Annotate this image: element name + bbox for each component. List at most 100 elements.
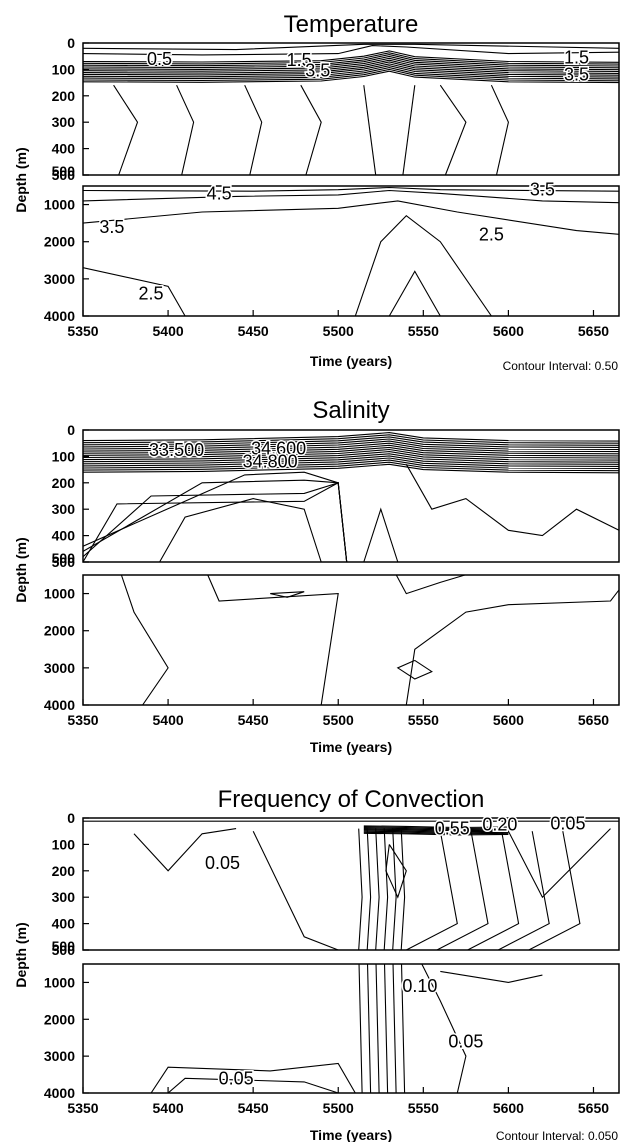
contour-line: [83, 50, 619, 63]
contour-line: [83, 453, 619, 463]
contour-line: [83, 444, 619, 455]
contour-line: [83, 52, 619, 65]
contour-label: 34.600: [251, 438, 306, 458]
y-tick-label: 0: [67, 422, 75, 438]
contour-line: [116, 561, 169, 705]
contour-line: [83, 61, 619, 74]
contour-line: [405, 464, 619, 537]
y-tick-label: 4000: [44, 1085, 75, 1101]
contour-line: [396, 659, 433, 680]
contour-line: [363, 828, 509, 832]
contour-label: 1.5: [287, 50, 312, 70]
contour-lines: [83, 820, 619, 1093]
contour-label: 0.20: [482, 815, 517, 835]
y-tick-label: 500: [52, 163, 76, 179]
x-tick-label: 5400: [153, 323, 184, 339]
contour-line: [83, 54, 619, 67]
contour-label: 3.5: [99, 217, 124, 237]
y-tick-label: 1000: [44, 197, 75, 213]
contour-line: [383, 828, 389, 1093]
y-tick-label: 100: [52, 61, 76, 77]
x-tick-label: 5500: [323, 712, 354, 728]
upper-depth-frame: [82, 429, 620, 563]
contour-line: [270, 591, 305, 598]
contour-label: 34.800: [243, 452, 298, 472]
contour-line: [83, 434, 619, 444]
contour-line: [83, 267, 186, 316]
y-tick-label: 500: [52, 167, 76, 183]
x-tick-label: 5450: [238, 1100, 269, 1116]
contour-line: [83, 442, 619, 453]
chart-panel-3: Frequency of Convection01002003004005005…: [13, 786, 620, 1142]
contour-label: 3.5: [530, 180, 555, 200]
y-tick-label: 400: [52, 916, 76, 932]
contour-label: 0.05: [219, 1068, 254, 1088]
contour-label: 2.5: [139, 284, 164, 304]
contour-label: 3.5: [305, 61, 330, 81]
contour-line: [244, 84, 263, 176]
contour-line: [363, 825, 509, 829]
x-axis-label: Time (years): [310, 739, 392, 755]
contour-label: 0.05: [205, 853, 240, 873]
x-tick-label: 5500: [323, 1100, 354, 1116]
contour-line: [176, 84, 195, 176]
contour-interval-note: Contour Interval: 0.50: [503, 359, 619, 373]
contour-line: [83, 57, 619, 71]
x-tick-label: 5400: [153, 1100, 184, 1116]
contour-line: [363, 826, 509, 830]
contour-label: 1.5: [564, 48, 589, 68]
x-tick-label: 5450: [238, 712, 269, 728]
contour-interval-note: Contour Interval: 0.050: [496, 1129, 618, 1142]
contour-line: [528, 831, 581, 951]
contour-line: [363, 507, 399, 563]
contour-line: [83, 455, 619, 465]
x-tick-label: 5600: [493, 1100, 524, 1116]
lower-depth-frame: [82, 963, 620, 1094]
contour-line: [83, 68, 619, 82]
contour-line: [363, 832, 509, 836]
contour-line: [83, 45, 619, 56]
contour-line: [436, 831, 489, 951]
y-tick-label: 2000: [44, 623, 75, 639]
contour-line: [83, 463, 619, 474]
contour-label: 3.5: [564, 65, 589, 85]
contour-line: [159, 498, 322, 563]
contour-line: [83, 457, 619, 467]
contour-line: [83, 189, 619, 204]
y-tick-label: 2000: [44, 234, 75, 250]
contour-line: [83, 446, 619, 457]
y-tick-label: 0: [67, 810, 75, 826]
x-tick-label: 5650: [578, 712, 609, 728]
y-tick-label: 400: [52, 141, 76, 157]
x-tick-label: 5400: [153, 712, 184, 728]
x-tick-label: 5650: [578, 1100, 609, 1116]
contour-line: [363, 829, 509, 833]
contour-line: [133, 828, 237, 872]
x-tick-label: 5600: [493, 323, 524, 339]
contour-line: [83, 63, 619, 76]
contour-line: [83, 459, 619, 470]
y-tick-label: 4000: [44, 697, 75, 713]
chart-title: Salinity: [312, 397, 389, 424]
contour-line: [83, 55, 619, 69]
contour-line: [83, 436, 619, 446]
y-tick-label: 500: [52, 938, 76, 954]
contour-line: [358, 828, 363, 1093]
contour-label: 33.500: [149, 440, 204, 460]
upper-depth-frame: [82, 817, 620, 951]
y-tick-label: 1000: [44, 974, 75, 990]
x-axis-label: Time (years): [310, 353, 392, 369]
contour-line: [300, 84, 322, 176]
contour-line: [392, 828, 397, 1093]
contour-line: [363, 830, 509, 834]
y-axis-label: Depth (m): [13, 147, 29, 212]
contour-lines: [83, 432, 619, 705]
contour-line: [83, 471, 348, 563]
contour-line: [201, 561, 339, 705]
contour-line: [363, 827, 509, 831]
contour-line: [388, 270, 441, 316]
x-tick-label: 5550: [408, 1100, 439, 1116]
lower-depth-frame: [82, 574, 620, 706]
y-tick-label: 4000: [44, 308, 75, 324]
